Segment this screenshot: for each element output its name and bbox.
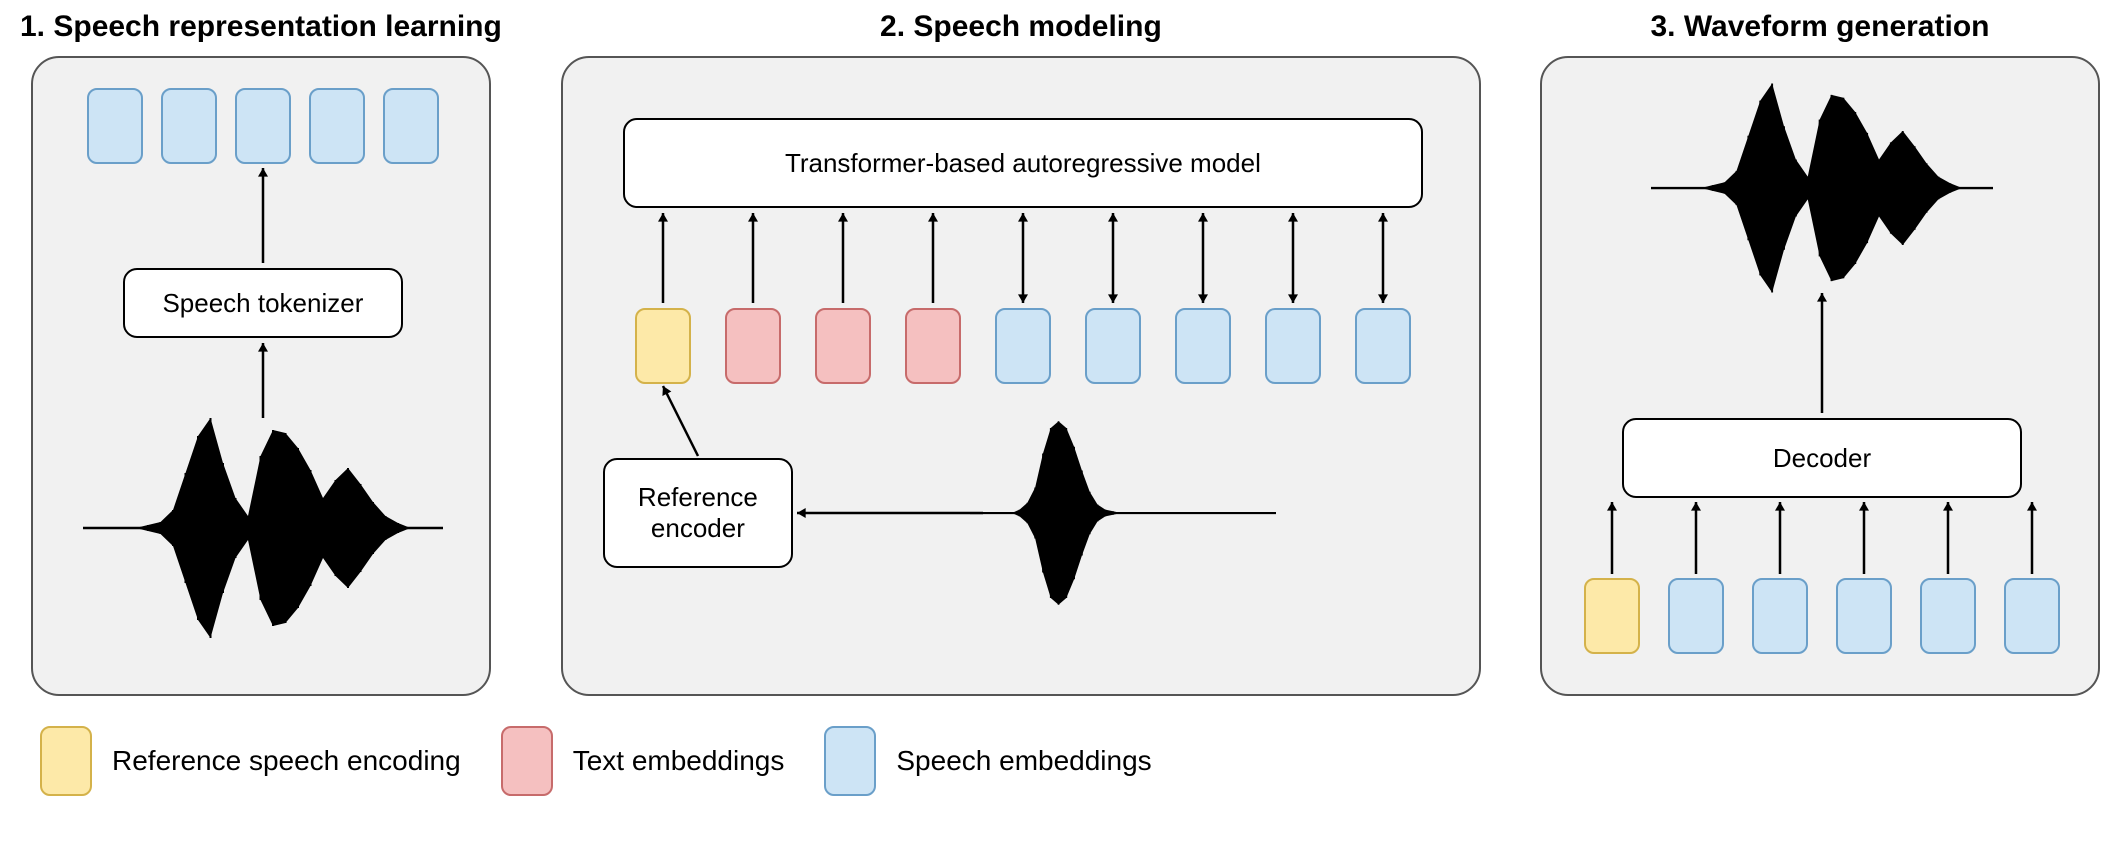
token-ref xyxy=(1584,578,1640,654)
arrow xyxy=(1101,201,1125,315)
reference-encoder-module: Reference encoder xyxy=(603,458,793,568)
token-speech xyxy=(161,88,217,164)
token-speech xyxy=(995,308,1051,384)
waveform-icon xyxy=(83,408,443,648)
arrow xyxy=(2020,490,2044,586)
panel-3-wrapper: 3. Waveform generation Decoder xyxy=(1540,10,2100,696)
token-speech xyxy=(87,88,143,164)
legend-label-speech: Speech embeddings xyxy=(896,745,1151,777)
token-speech xyxy=(1175,308,1231,384)
token-speech xyxy=(2004,578,2060,654)
token-speech xyxy=(1836,578,1892,654)
arrow xyxy=(1191,201,1215,315)
arrow xyxy=(651,201,675,315)
arrow xyxy=(741,201,765,315)
arrow xyxy=(251,156,275,275)
token-speech xyxy=(383,88,439,164)
arrow xyxy=(1600,490,1624,586)
panel-3-title: 3. Waveform generation xyxy=(1651,10,1990,44)
panel-2-title: 2. Speech modeling xyxy=(880,10,1162,44)
token-speech xyxy=(1668,578,1724,654)
token-text xyxy=(725,308,781,384)
speech-tokenizer-module: Speech tokenizer xyxy=(123,268,403,338)
arrow xyxy=(651,374,710,468)
token-speech xyxy=(1355,308,1411,384)
arrow xyxy=(1281,201,1305,315)
panel-1-title: 1. Speech representation learning xyxy=(20,10,502,44)
arrow xyxy=(1810,281,1834,425)
panel-1-wrapper: 1. Speech representation learning Speech… xyxy=(20,10,502,696)
arrow xyxy=(1852,490,1876,586)
token-speech xyxy=(1752,578,1808,654)
arrow xyxy=(1371,201,1395,315)
waveform-icon xyxy=(970,411,1276,615)
legend: Reference speech encoding Text embedding… xyxy=(20,726,2100,796)
panel-3: Decoder xyxy=(1540,56,2100,696)
arrow xyxy=(921,201,945,315)
legend-item-ref: Reference speech encoding xyxy=(40,726,461,796)
legend-item-text: Text embeddings xyxy=(501,726,785,796)
arrow xyxy=(1684,490,1708,586)
legend-label-ref: Reference speech encoding xyxy=(112,745,461,777)
panels-row: 1. Speech representation learning Speech… xyxy=(20,10,2100,696)
token-speech xyxy=(309,88,365,164)
token-speech xyxy=(1920,578,1976,654)
token-speech xyxy=(1085,308,1141,384)
token-text xyxy=(815,308,871,384)
legend-label-text: Text embeddings xyxy=(573,745,785,777)
arrow xyxy=(1011,201,1035,315)
arrow xyxy=(251,331,275,430)
token-speech xyxy=(235,88,291,164)
panel-2: Transformer-based autoregressive model Re… xyxy=(561,56,1481,696)
legend-token-speech xyxy=(824,726,876,796)
arrow xyxy=(785,501,995,525)
legend-token-ref xyxy=(40,726,92,796)
decoder-module: Decoder xyxy=(1622,418,2022,498)
arrow xyxy=(1936,490,1960,586)
legend-item-speech: Speech embeddings xyxy=(824,726,1151,796)
panel-2-wrapper: 2. Speech modeling Transformer-based aut… xyxy=(561,10,1481,696)
waveform-icon xyxy=(1651,74,1993,302)
panel-1: Speech tokenizer xyxy=(31,56,491,696)
token-speech xyxy=(1265,308,1321,384)
transformer-module: Transformer-based autoregressive model xyxy=(623,118,1423,208)
legend-token-text xyxy=(501,726,553,796)
arrow xyxy=(1768,490,1792,586)
arrow xyxy=(831,201,855,315)
token-ref xyxy=(635,308,691,384)
token-text xyxy=(905,308,961,384)
